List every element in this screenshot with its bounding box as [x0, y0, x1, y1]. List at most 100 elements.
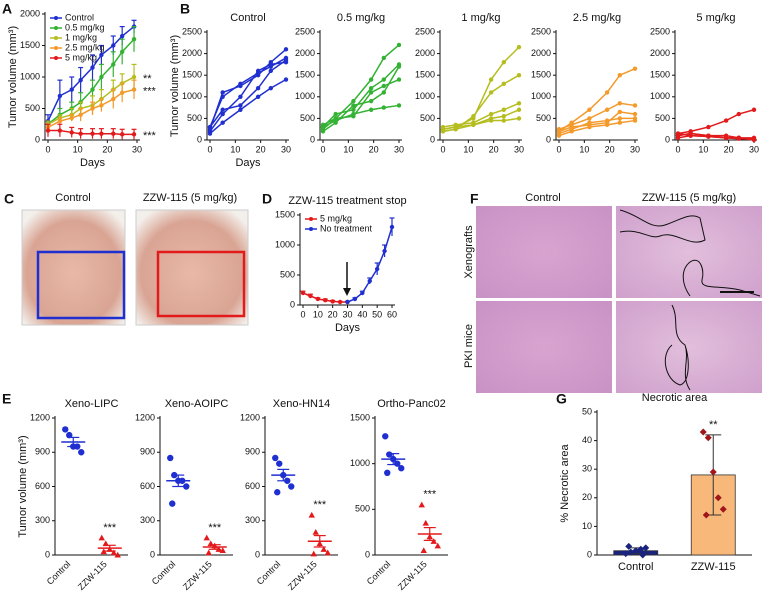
point: [352, 296, 358, 302]
point: [119, 49, 125, 54]
point: [604, 107, 610, 112]
point: [324, 549, 331, 556]
point: [203, 534, 210, 541]
x-tick-label: 30: [394, 144, 404, 154]
y-tick-label: 10: [582, 521, 592, 531]
legend-marker: [54, 26, 58, 30]
point: [78, 131, 83, 136]
line: [209, 48, 287, 130]
y-tick-label: 0: [665, 134, 670, 144]
panel-letter: A: [2, 1, 12, 17]
point: [374, 266, 380, 272]
point: [368, 90, 374, 95]
point: [617, 116, 622, 121]
chart-title: Xeno-HN14: [273, 398, 330, 410]
point: [382, 433, 389, 440]
x-axis-label: Days: [80, 157, 106, 169]
point: [632, 118, 638, 123]
legend-label: Control: [65, 12, 94, 22]
point: [736, 135, 741, 141]
point: [78, 77, 83, 83]
histology: [476, 301, 612, 393]
y-tick-label: 20: [582, 492, 592, 502]
legend-marker: [54, 46, 58, 50]
y-tick-label: 500: [355, 504, 370, 514]
y-tick-label: 600: [140, 481, 155, 491]
point: [90, 106, 95, 111]
histology: [616, 206, 762, 298]
y-tick-label: 2000: [650, 48, 670, 58]
y-axis-label: Tumor volume (mm³): [169, 35, 181, 137]
point: [751, 107, 757, 112]
legend-label: 1 mg/kg: [65, 32, 97, 42]
y-tick-label: 500: [655, 113, 670, 123]
point: [604, 122, 610, 128]
point: [220, 111, 225, 117]
y-tick-label: 0: [197, 134, 202, 144]
panel-letter: G: [556, 391, 567, 407]
point: [62, 426, 69, 433]
point: [471, 122, 476, 128]
point: [587, 116, 592, 121]
point: [111, 96, 116, 102]
point: [255, 68, 261, 74]
panel-letter: F: [470, 191, 479, 207]
point: [337, 299, 343, 305]
y-tick-label: 2500: [650, 26, 670, 36]
point: [220, 90, 225, 95]
y-tick-label: 2500: [295, 26, 315, 36]
point: [384, 469, 391, 476]
line: [209, 61, 287, 132]
point: [501, 107, 506, 112]
point: [99, 103, 104, 108]
y-tick-label: 1000: [415, 91, 435, 101]
x-tick-label: 50: [372, 309, 382, 319]
y-axis-label: Tumor volume (mm³): [7, 26, 19, 128]
point: [238, 94, 243, 100]
point: [333, 118, 338, 123]
x-tick-label: Control: [618, 561, 653, 573]
point: [501, 118, 506, 123]
chart-title: Xeno-LIPC: [65, 398, 119, 410]
y-tick-label: 0: [546, 134, 551, 144]
point: [569, 129, 574, 134]
panel-letter: C: [4, 191, 14, 207]
y-tick-label: 0: [45, 549, 50, 559]
legend-marker: [54, 56, 58, 60]
y-tick-label: 0: [290, 299, 295, 309]
necrosis-outline: [682, 259, 761, 297]
x-axis-label: Days: [235, 157, 261, 169]
x-tick-label: 10: [230, 144, 240, 154]
point: [111, 131, 116, 136]
point: [398, 465, 405, 472]
y-tick-label: 600: [245, 481, 260, 491]
y-tick-label: 0: [255, 549, 260, 559]
line: [558, 117, 635, 135]
x-tick-label: Control: [45, 559, 73, 587]
point: [114, 551, 121, 558]
point: [632, 103, 638, 108]
point: [604, 118, 610, 123]
line: [558, 68, 636, 132]
point: [627, 548, 635, 556]
point: [368, 77, 374, 82]
legend-marker: [309, 227, 313, 231]
x-tick-label: 10: [343, 144, 353, 154]
point: [351, 103, 356, 108]
point: [360, 290, 365, 296]
x-tick-label: 20: [369, 144, 379, 154]
x-tick-label: 20: [605, 144, 615, 154]
chart-title: 2.5 mg/kg: [573, 12, 621, 24]
point: [131, 87, 137, 92]
point: [312, 528, 319, 535]
y-tick-label: 600: [35, 481, 50, 491]
point: [268, 62, 273, 67]
x-tick-label: 30: [132, 144, 142, 154]
point: [78, 112, 83, 118]
y-tick-label: 900: [245, 447, 260, 457]
legend-label: 0.5 mg/kg: [65, 22, 105, 32]
point: [119, 33, 125, 39]
y-tick-label: 1200: [240, 412, 260, 422]
point: [255, 85, 261, 91]
point: [396, 103, 402, 108]
